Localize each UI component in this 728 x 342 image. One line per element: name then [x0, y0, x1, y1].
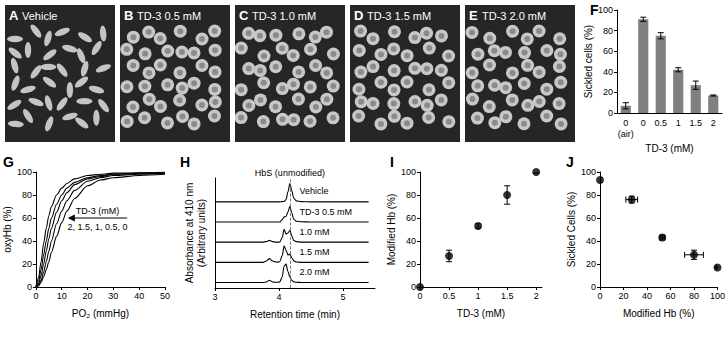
svg-text:80: 80 — [406, 190, 416, 200]
svg-text:0: 0 — [27, 282, 32, 292]
svg-text:60: 60 — [406, 213, 416, 223]
svg-text:Sickled Cells (%): Sickled Cells (%) — [566, 192, 577, 268]
svg-text:20: 20 — [603, 87, 613, 97]
svg-text:80: 80 — [603, 26, 613, 36]
svg-text:A: A — [9, 8, 19, 23]
svg-text:Vehicle: Vehicle — [22, 10, 57, 22]
svg-text:Absorbance at 410 nm: Absorbance at 410 nm — [184, 183, 195, 284]
svg-text:0.5: 0.5 — [654, 118, 667, 128]
svg-text:100: 100 — [401, 167, 416, 177]
svg-text:0: 0 — [597, 291, 602, 301]
svg-text:40: 40 — [586, 236, 596, 246]
svg-text:HbS (unmodified): HbS (unmodified) — [255, 168, 325, 178]
svg-text:0: 0 — [33, 291, 38, 301]
svg-text:0: 0 — [623, 118, 628, 128]
svg-text:TD-3 2.0 mM: TD-3 2.0 mM — [482, 10, 546, 22]
svg-text:I: I — [390, 154, 394, 170]
svg-text:20: 20 — [618, 291, 628, 301]
svg-text:30: 30 — [108, 291, 118, 301]
svg-text:0: 0 — [641, 118, 646, 128]
svg-text:Retention time (min): Retention time (min) — [250, 309, 340, 320]
svg-text:2, 1.5, 1, 0.5, 0: 2, 1.5, 1, 0.5, 0 — [67, 222, 127, 232]
svg-text:0: 0 — [411, 282, 416, 292]
svg-text:40: 40 — [642, 291, 652, 301]
svg-text:0: 0 — [591, 282, 596, 292]
svg-text:(Arbitrary units): (Arbitrary units) — [196, 199, 207, 267]
svg-text:Vehicle: Vehicle — [299, 186, 328, 196]
svg-text:TD-3 1.0 mM: TD-3 1.0 mM — [252, 10, 316, 22]
svg-text:3: 3 — [212, 292, 217, 302]
svg-text:B: B — [124, 8, 133, 23]
svg-text:60: 60 — [22, 213, 32, 223]
svg-text:2: 2 — [711, 118, 716, 128]
svg-text:100: 100 — [581, 167, 596, 177]
svg-text:(air): (air) — [618, 129, 634, 139]
svg-text:60: 60 — [665, 291, 675, 301]
svg-text:50: 50 — [160, 291, 170, 301]
svg-text:40: 40 — [134, 291, 144, 301]
svg-text:80: 80 — [586, 190, 596, 200]
svg-text:40: 40 — [406, 236, 416, 246]
svg-text:J: J — [566, 154, 574, 170]
svg-text:H: H — [180, 154, 190, 170]
svg-text:80: 80 — [689, 291, 699, 301]
svg-text:C: C — [239, 8, 249, 23]
svg-text:1.5: 1.5 — [689, 118, 702, 128]
svg-text:1.0 mM: 1.0 mM — [299, 227, 329, 237]
svg-text:1.5 mM: 1.5 mM — [299, 247, 329, 257]
svg-text:2.0 mM: 2.0 mM — [299, 267, 329, 277]
svg-text:5: 5 — [340, 292, 345, 302]
svg-text:40: 40 — [22, 236, 32, 246]
svg-text:0.5: 0.5 — [443, 291, 456, 301]
svg-text:F: F — [590, 2, 599, 18]
svg-text:TD-3 (mM): TD-3 (mM) — [457, 308, 505, 319]
svg-text:100: 100 — [598, 5, 613, 15]
svg-text:D: D — [354, 8, 363, 23]
svg-text:20: 20 — [586, 259, 596, 269]
svg-text:PO₂ (mmHg): PO₂ (mmHg) — [72, 308, 129, 319]
svg-text:100: 100 — [710, 291, 725, 301]
svg-text:1: 1 — [476, 291, 481, 301]
svg-text:20: 20 — [22, 259, 32, 269]
svg-text:Sickled cells (%): Sickled cells (%) — [583, 25, 594, 98]
svg-text:E: E — [469, 8, 478, 23]
svg-text:60: 60 — [603, 46, 613, 56]
svg-text:2: 2 — [534, 291, 539, 301]
svg-text:100: 100 — [17, 167, 32, 177]
svg-text:G: G — [3, 154, 14, 170]
svg-text:20: 20 — [406, 259, 416, 269]
svg-text:Modified Hb (%): Modified Hb (%) — [623, 308, 695, 319]
svg-text:Modified Hb (%): Modified Hb (%) — [386, 194, 397, 266]
svg-text:TD-3 0.5 mM: TD-3 0.5 mM — [299, 207, 352, 217]
svg-text:TD-3 1.5 mM: TD-3 1.5 mM — [367, 10, 431, 22]
svg-text:80: 80 — [22, 190, 32, 200]
svg-text:60: 60 — [586, 213, 596, 223]
svg-text:40: 40 — [603, 67, 613, 77]
svg-text:TD-3 (mM): TD-3 (mM) — [76, 206, 120, 216]
svg-text:oxyHb (%): oxyHb (%) — [2, 206, 13, 253]
svg-text:1: 1 — [676, 118, 681, 128]
svg-text:1.5: 1.5 — [501, 291, 514, 301]
svg-text:TD-3 0.5 mM: TD-3 0.5 mM — [137, 10, 201, 22]
svg-text:TD-3 (mM): TD-3 (mM) — [645, 143, 693, 154]
svg-text:4: 4 — [276, 292, 281, 302]
svg-text:0: 0 — [417, 291, 422, 301]
svg-text:0: 0 — [608, 108, 613, 118]
svg-text:10: 10 — [57, 291, 67, 301]
svg-text:20: 20 — [83, 291, 93, 301]
